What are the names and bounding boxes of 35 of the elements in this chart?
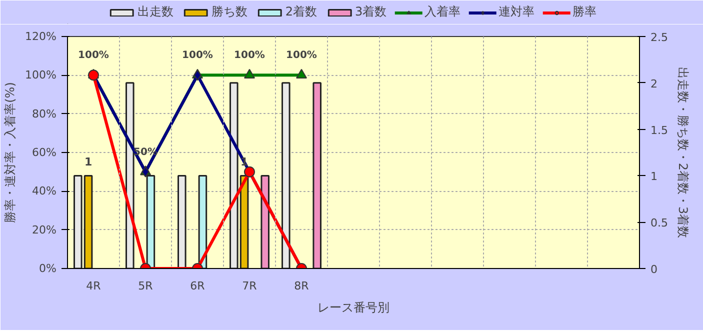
- x-axis-title: レース番号別: [318, 300, 390, 314]
- legend-label: 入着率: [424, 4, 461, 20]
- y-tick-label: 0%: [39, 262, 56, 275]
- y-tick-label: 20%: [32, 223, 57, 236]
- y-tick-label: 40%: [32, 184, 57, 198]
- x-tick-label: 8R: [294, 280, 310, 292]
- x-tick-label: 5R: [138, 280, 154, 292]
- legend-label: 出走数: [137, 4, 174, 20]
- y2-tick-label: 2: [650, 77, 658, 90]
- point: [296, 68, 307, 79]
- legend-label: 2着数: [285, 4, 317, 20]
- y2-tick-label: 0: [650, 263, 658, 276]
- legend-label: 勝率: [572, 4, 597, 20]
- data-label: 100%: [182, 50, 213, 62]
- legend-label: 3着数: [355, 4, 387, 20]
- data-label: 100%: [286, 50, 317, 62]
- legend-label: 連対率: [498, 4, 535, 20]
- y2-tick-label: 2.5: [650, 31, 668, 44]
- data-label: 100%: [78, 50, 109, 62]
- y-tick-label: 100%: [25, 68, 57, 82]
- y-tick-label: 120%: [25, 30, 57, 43]
- y-tick-label: 80%: [32, 107, 57, 120]
- y2-tick-label: 1: [650, 170, 658, 184]
- y2-tick-label: 0.5: [650, 216, 668, 230]
- x-tick-label: 7R: [242, 280, 258, 292]
- y2-tick-label: 1.5: [650, 124, 668, 137]
- data-label: 100%: [234, 50, 265, 62]
- x-tick-label: 6R: [190, 280, 206, 292]
- y-axis-title: 勝率・連対率・入着率(%): [3, 82, 18, 223]
- point: [244, 68, 255, 79]
- data-label: 1: [84, 156, 92, 169]
- x-tick-label: 4R: [86, 280, 102, 292]
- legend-label: 勝ち数: [211, 4, 248, 20]
- y-tick-label: 60%: [32, 146, 57, 159]
- y2-axis-title: 出走数・勝ち数・2着数・3着数: [676, 66, 690, 238]
